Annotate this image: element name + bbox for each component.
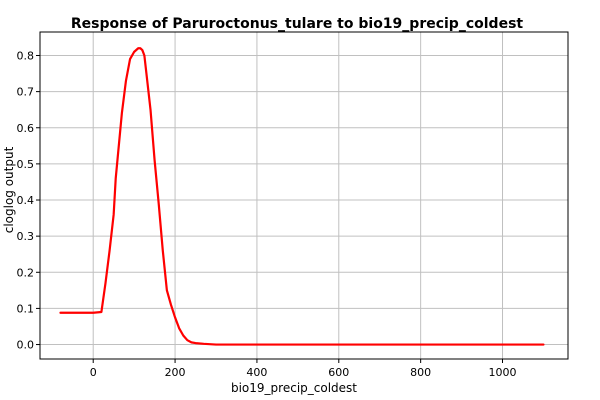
x-tick-label: 400	[246, 366, 267, 379]
ticks-layer: 0 200 400 600 800 1000 0.0 0.1 0.2 0.3 0.4 0.5 0.6 0.…	[17, 49, 517, 379]
y-tick-label: 0.2	[17, 266, 35, 279]
x-tick-label: 200	[165, 366, 186, 379]
plot-frame	[39, 31, 569, 360]
x-tick-label: 0	[90, 366, 97, 379]
series-line-response	[59, 47, 545, 346]
y-tick-label: 0.7	[17, 86, 35, 99]
grid-layer	[40, 32, 568, 359]
y-tick-label: 0.5	[17, 158, 35, 171]
y-tick-label: 0.8	[17, 49, 35, 62]
y-tick-label: 0.4	[17, 194, 35, 207]
x-axis-label: bio19_precip_coldest	[231, 381, 357, 395]
x-tick-label: 1000	[489, 366, 517, 379]
y-tick-label: 0.6	[17, 122, 35, 135]
y-axis-label: cloglog output	[2, 146, 16, 233]
y-tick-label: 0.1	[17, 302, 35, 315]
x-tick-label: 800	[410, 366, 431, 379]
y-tick-label: 0.3	[17, 230, 35, 243]
y-tick-label: 0.0	[17, 339, 35, 352]
series-layer	[59, 47, 545, 346]
x-tick-label: 600	[328, 366, 349, 379]
chart-title: Response of Paruroctonus_tulare to bio19…	[71, 16, 523, 32]
